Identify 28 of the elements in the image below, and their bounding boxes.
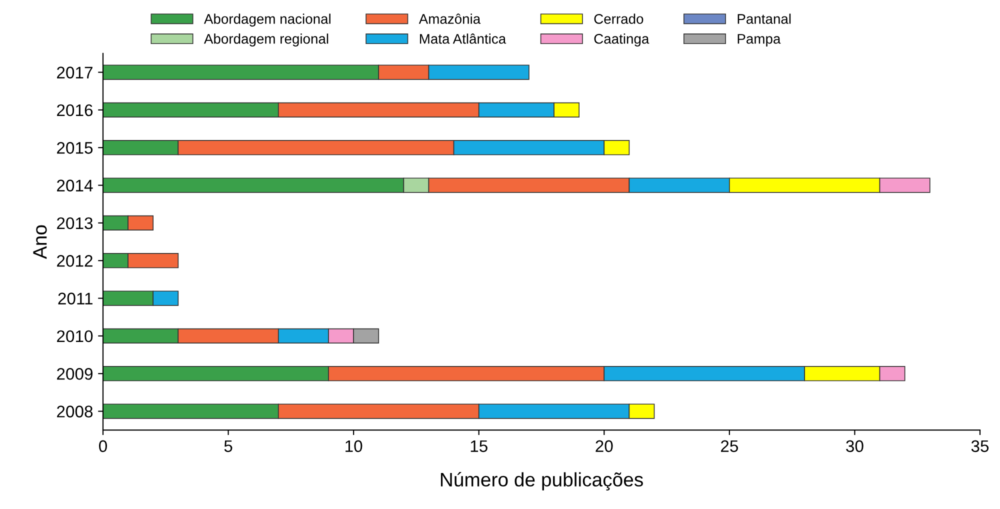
x-tick-label: 10 [346, 440, 362, 452]
legend-label: Amazônia [418, 14, 481, 24]
x-tick-label: 25 [721, 440, 738, 452]
y-tick-label: 2016 [57, 104, 93, 116]
y-tick-label: 2010 [57, 330, 93, 342]
y-tick-label: 2009 [57, 368, 92, 380]
legend-label: Pampa [738, 34, 781, 46]
x-axis-title: Número de publicações [440, 472, 643, 490]
y-tick-label: 2017 [57, 66, 92, 78]
y-axis-title: Ano [33, 225, 47, 260]
legend-label: Abordagem nacional [204, 14, 330, 27]
y-tick-label: 2012 [57, 255, 92, 267]
y-tick-label: 2008 [57, 406, 93, 418]
x-tick-label: 0 [99, 440, 107, 452]
x-tick-label: 35 [971, 440, 989, 452]
x-tick-label: 15 [470, 440, 488, 452]
legend-label: Pantanal [738, 14, 791, 24]
legend-label: Abordagem regional [204, 34, 328, 46]
legend-label: Caatinga [594, 34, 650, 46]
x-tick-label: 30 [846, 440, 864, 452]
legend-label: Cerrado [594, 14, 644, 24]
x-tick-label: 5 [224, 440, 232, 452]
y-tick-label: 2015 [57, 142, 93, 154]
x-tick-label: 20 [596, 440, 613, 452]
y-tick-label: 2013 [57, 217, 93, 230]
y-tick-label: 2011 [58, 292, 92, 304]
y-tick-label: 2014 [57, 180, 93, 192]
legend-label: Mata Atlântica [420, 34, 506, 44]
